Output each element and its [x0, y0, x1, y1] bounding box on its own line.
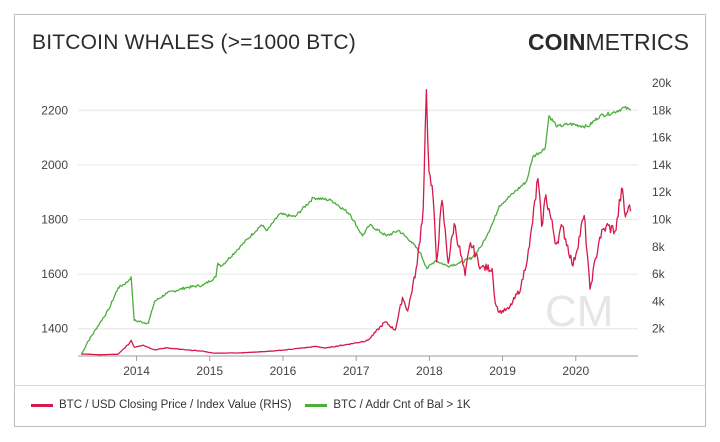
x-tick-label-2016: 2016 — [270, 364, 297, 378]
legend-item-price[interactable]: BTC / USD Closing Price / Index Value (R… — [31, 399, 291, 411]
y-right-tick-18k: 18k — [652, 103, 672, 117]
y-right-tick-4k: 4k — [652, 294, 666, 308]
x-tick-label-2020: 2020 — [562, 364, 589, 378]
y-right-tick-20k: 20k — [652, 76, 672, 90]
legend-item-whales[interactable]: BTC / Addr Cnt of Bal > 1K — [305, 399, 471, 411]
series-line-addr-count — [80, 105, 632, 355]
legend-swatch-whales — [305, 403, 328, 407]
chart-title: BITCOIN WHALES (>=1000 BTC) — [32, 31, 356, 54]
y-left-tick-2200: 2200 — [41, 103, 68, 117]
y-right-tick-6k: 6k — [652, 267, 666, 281]
y-right-tick-8k: 8k — [652, 240, 666, 254]
y-right-tick-16k: 16k — [652, 131, 672, 145]
y-right-tick-2k: 2k — [652, 322, 666, 336]
chart-card: BITCOIN WHALES (>=1000 BTC) COINMETRICS … — [14, 14, 706, 427]
series-line-btc-price — [81, 89, 632, 356]
y-left-tick-1600: 1600 — [41, 267, 68, 281]
logo-bold-text: COIN — [528, 29, 586, 55]
y-left-tick-1800: 1800 — [41, 213, 68, 227]
x-tick-label-2015: 2015 — [196, 364, 223, 378]
legend-label-whales: BTC / Addr Cnt of Bal > 1K — [333, 399, 471, 411]
x-tick-label-2018: 2018 — [416, 364, 443, 378]
legend-label-price: BTC / USD Closing Price / Index Value (R… — [59, 399, 292, 411]
x-tick-label-2014: 2014 — [123, 364, 150, 378]
x-tick-label-2019: 2019 — [489, 364, 516, 378]
y-right-tick-14k: 14k — [652, 158, 672, 172]
legend-swatch-price — [31, 403, 53, 407]
y-right-tick-10k: 10k — [652, 213, 672, 227]
y-left-tick-1400: 1400 — [41, 322, 68, 336]
coinmetrics-logo: COINMETRICS — [528, 29, 689, 56]
logo-light-text: METRICS — [585, 29, 690, 55]
x-tick-label-2017: 2017 — [343, 364, 370, 378]
legend-divider — [15, 385, 705, 386]
watermark-cm: CM — [545, 287, 613, 336]
y-left-tick-2000: 2000 — [41, 158, 68, 172]
y-right-tick-12k: 12k — [652, 185, 672, 199]
legend: BTC / USD Closing Price / Index Value (R… — [31, 396, 485, 414]
